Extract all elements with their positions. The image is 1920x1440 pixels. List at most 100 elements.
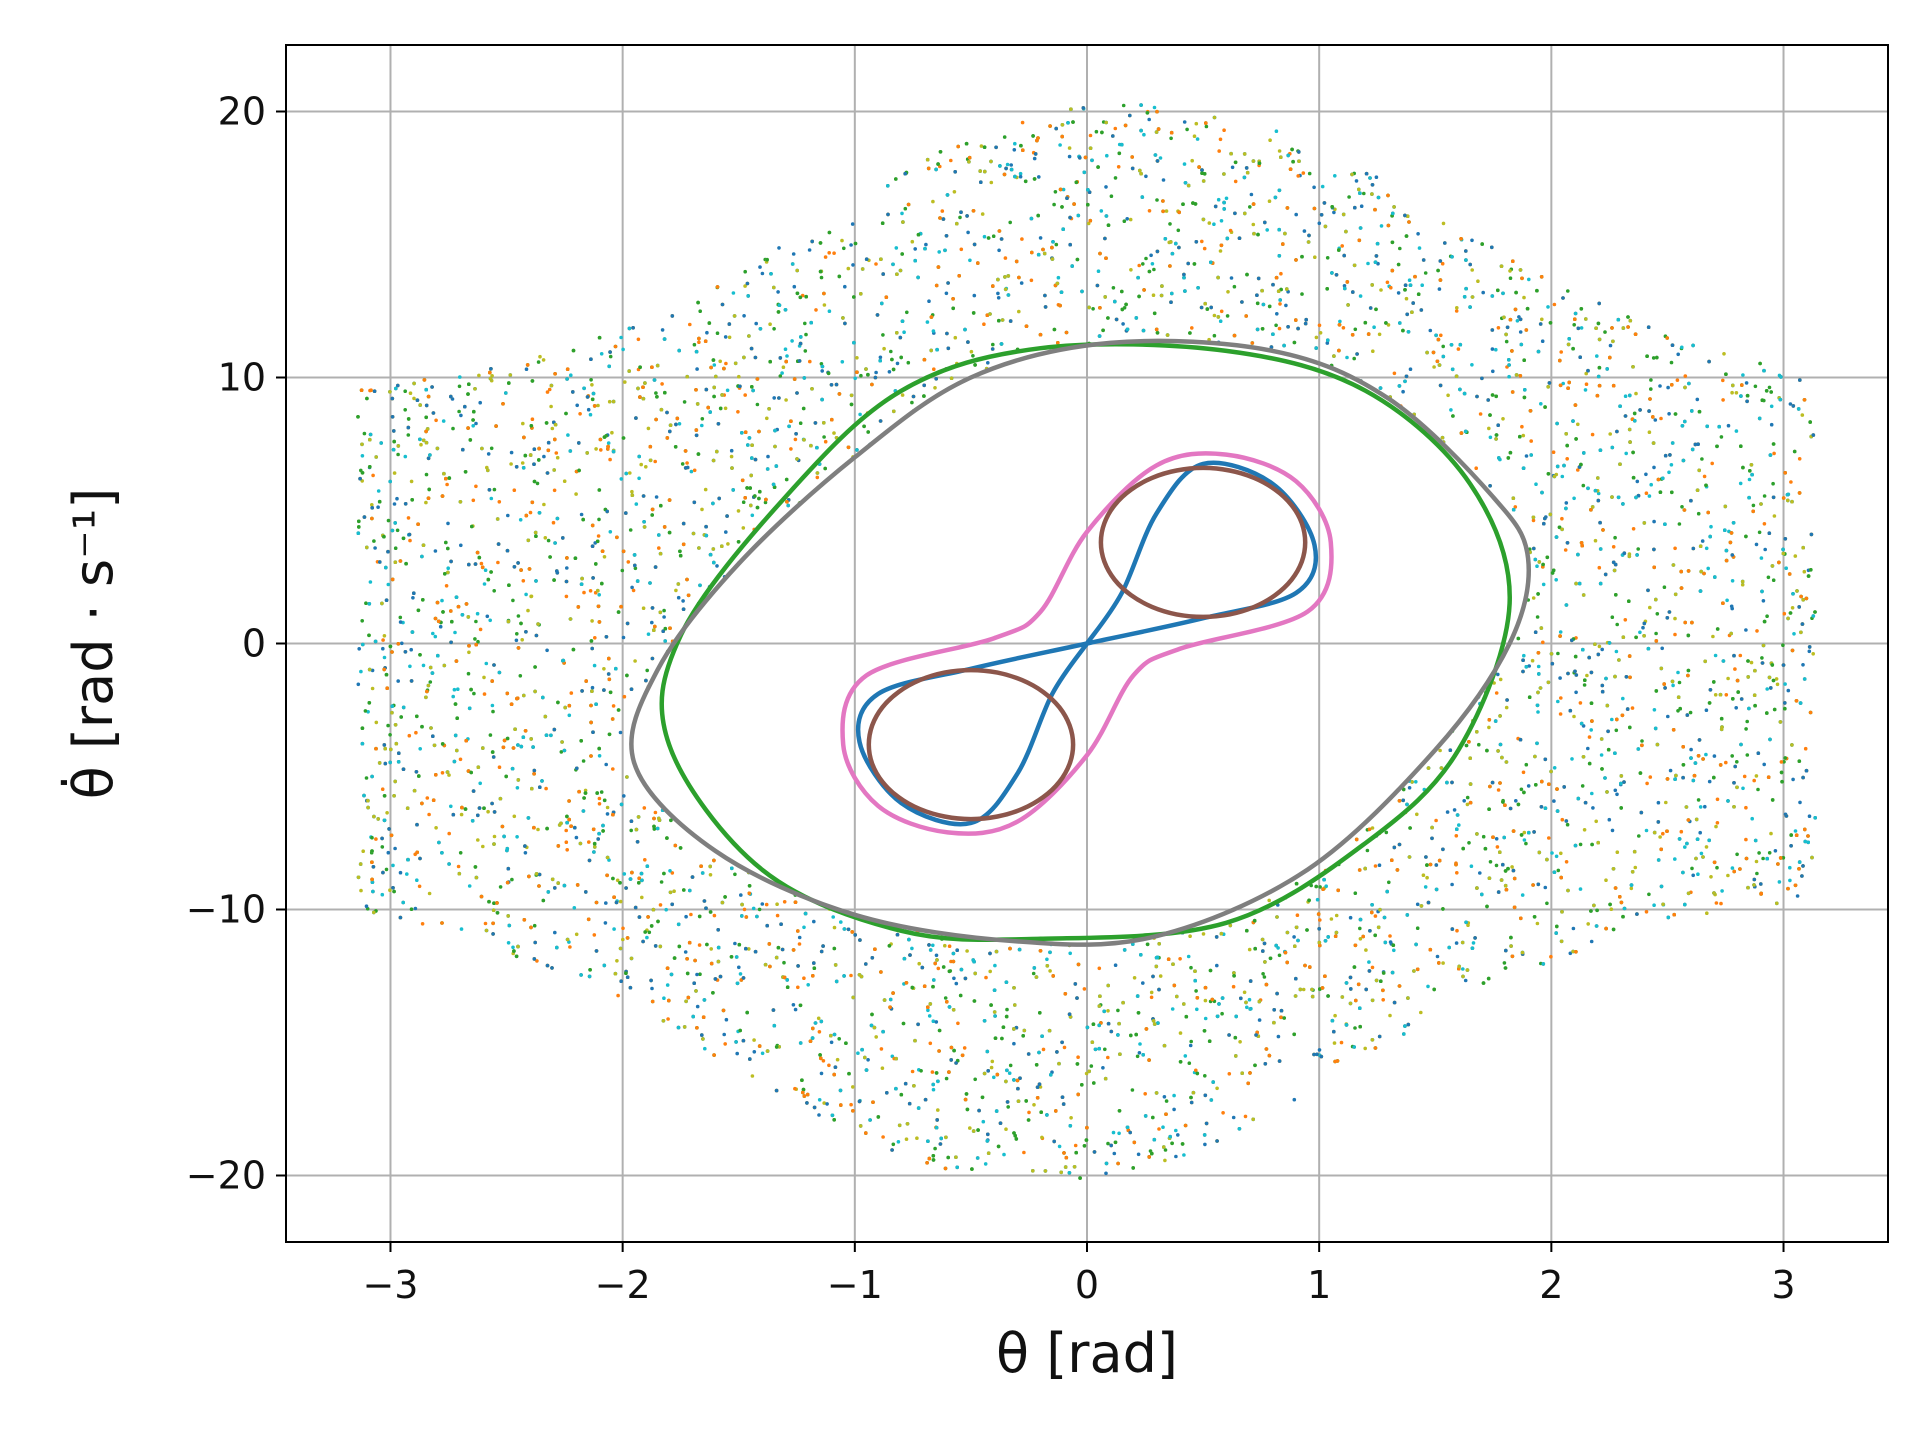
scatter-point [889,349,893,354]
scatter-point [934,953,939,958]
scatter-point [1744,628,1748,632]
scatter-point [662,608,666,613]
scatter-point [797,942,802,946]
scatter-point [910,239,915,244]
scatter-point [1441,221,1446,226]
scatter-point [1775,682,1780,687]
scatter-point [1174,1154,1178,1159]
scatter-point [1669,463,1674,467]
scatter-point [1342,284,1347,288]
scatter-point [1172,1093,1176,1098]
scatter-point [1358,937,1363,941]
scatter-point [1438,748,1442,753]
scatter-point [654,495,659,499]
scatter-point [579,512,584,517]
scatter-point [459,927,464,931]
scatter-point [1212,222,1216,226]
scatter-point [1744,381,1749,385]
scatter-point [695,972,699,977]
scatter-point [409,907,414,911]
scatter-point [1379,224,1384,228]
scatter-point [1296,174,1300,178]
scatter-point [1073,1143,1078,1148]
scatter-point [1215,963,1219,968]
scatter-point [1135,1054,1140,1059]
scatter-point [392,471,397,475]
scatter-point [477,373,481,378]
scatter-point [915,1136,919,1140]
scatter-point [421,663,426,668]
scatter-point [1704,708,1709,712]
scatter-point [1278,302,1282,306]
scatter-point [1104,185,1108,189]
scatter-point [1203,1016,1208,1021]
scatter-point [1742,774,1747,779]
scatter-point [1623,618,1628,622]
scatter-point [1012,148,1017,152]
scatter-point [1652,519,1656,524]
scatter-point [440,771,445,775]
scatter-point [1307,171,1312,176]
scatter-point [554,451,559,455]
scatter-point [680,462,685,466]
scatter-point [1018,174,1023,179]
scatter-point [1007,1071,1012,1075]
scatter-point [1178,957,1182,961]
scatter-point [866,1058,870,1062]
scatter-point [1726,676,1730,681]
scatter-point [1803,746,1808,751]
scatter-point [1666,385,1670,390]
scatter-point [1027,1110,1031,1115]
scatter-point [596,534,601,538]
scatter-point [1317,1048,1322,1052]
scatter-point [1604,878,1608,882]
scatter-point [724,361,728,366]
scatter-point [965,949,969,953]
scatter-point [530,417,535,422]
scatter-point [709,947,713,951]
scatter-point [608,354,613,359]
scatter-point [1554,854,1559,859]
scatter-point [1292,935,1296,939]
scatter-point [1190,326,1194,330]
scatter-point [1725,598,1729,603]
scatter-point [630,585,634,590]
scatter-point [1200,239,1204,244]
scatter-point [685,461,689,465]
scatter-point [490,703,495,708]
scatter-point [427,891,432,896]
scatter-point [1220,1011,1224,1016]
scatter-point [1494,863,1499,868]
scatter-point [1116,165,1121,169]
scatter-point [1340,244,1344,248]
scatter-point [817,1098,822,1102]
scatter-point [1540,339,1545,344]
scatter-point [1094,129,1099,134]
scatter-point [1811,652,1815,656]
scatter-point [894,246,899,250]
scatter-point [971,354,975,358]
scatter-point [752,1050,757,1054]
scatter-point [1741,786,1745,791]
scatter-point [1439,333,1443,338]
scatter-point [1224,196,1229,201]
scatter-point [628,528,633,532]
scatter-point [1615,792,1619,797]
scatter-point [514,638,519,643]
scatter-point [1462,799,1466,803]
scatter-point [1226,290,1230,294]
scatter-point [1801,663,1805,667]
scatter-point [1765,614,1769,618]
scatter-point [1779,760,1784,764]
scatter-point [782,900,787,904]
scatter-point [703,1046,707,1051]
scatter-point [1603,330,1607,334]
scatter-point [697,943,702,947]
scatter-point [497,765,502,769]
scatter-point [743,269,747,274]
scatter-point [902,330,906,335]
scatter-point [1535,921,1540,926]
scatter-point [1137,263,1141,268]
scatter-point [1190,158,1194,163]
scatter-point [933,1146,937,1151]
